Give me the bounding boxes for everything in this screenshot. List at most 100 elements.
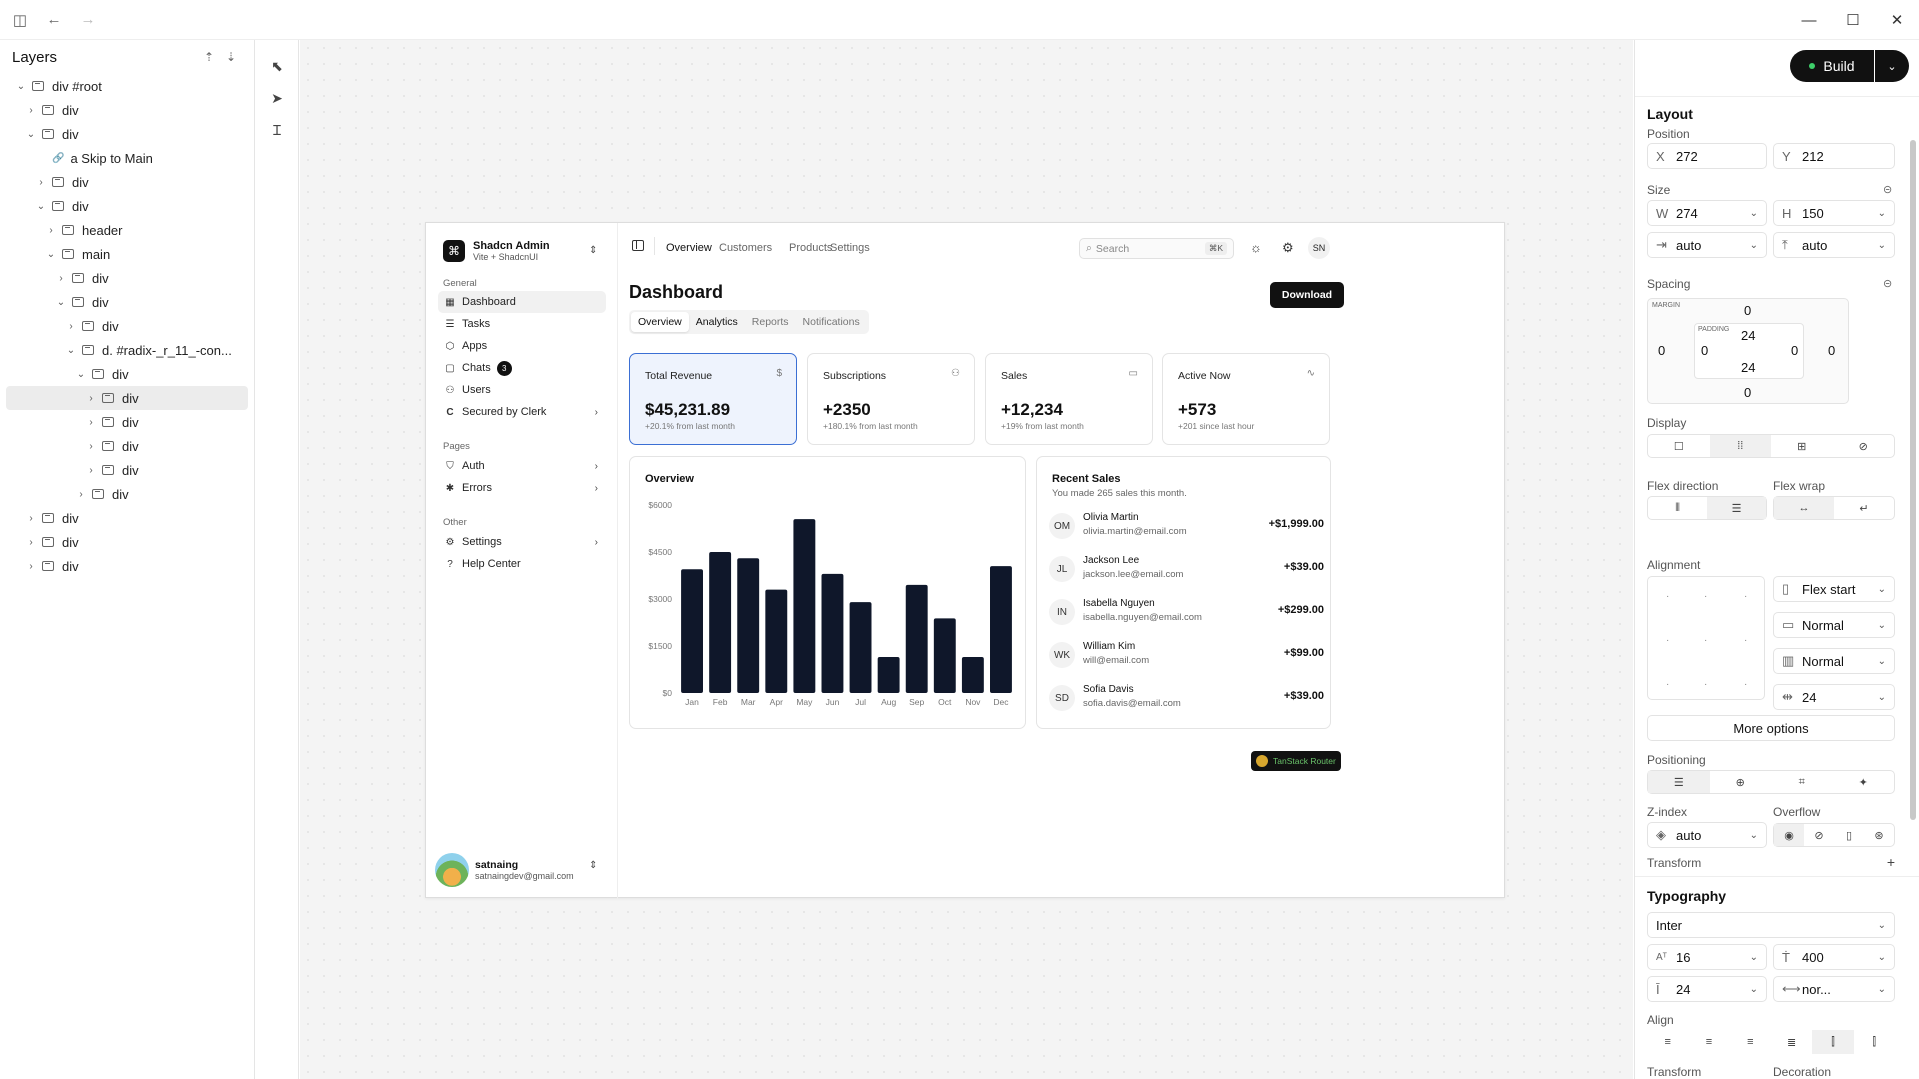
sun-icon[interactable]: ☼	[1250, 240, 1262, 255]
chevron-down-icon[interactable]: ⌄	[56, 296, 66, 308]
auto-icon[interactable]: ⊛	[1874, 829, 1884, 842]
height-field[interactable]: H 150 ⌄	[1773, 200, 1895, 226]
min-width-field[interactable]: ⇥ auto ⌄	[1647, 232, 1767, 258]
nav-chats[interactable]: ▢ Chats 3	[438, 357, 606, 379]
font-family-select[interactable]: Inter ⌄	[1647, 912, 1895, 938]
tab-overview[interactable]: Overview	[631, 312, 689, 332]
link-icon[interactable]: ⊝	[1883, 278, 1893, 290]
chevron-right-icon[interactable]: ›	[59, 272, 63, 284]
scroll-icon[interactable]: ▯	[1845, 829, 1853, 842]
y-field[interactable]: Y 212	[1773, 143, 1895, 169]
chevron-right-icon[interactable]: ›	[69, 320, 73, 332]
relative-position-icon[interactable]: ⊕	[1735, 776, 1745, 789]
margin-top[interactable]: 0	[1744, 303, 1752, 318]
margin-right[interactable]: 0	[1828, 343, 1836, 358]
alignment-grid[interactable]: · · · · · · · · ·	[1647, 576, 1765, 700]
text-cursor-tool-icon[interactable]: Ɪ	[273, 121, 281, 138]
chevron-right-icon[interactable]: ›	[89, 392, 93, 404]
layer-row[interactable]: › div	[6, 506, 248, 530]
topnav-settings[interactable]: Settings	[830, 242, 870, 254]
zindex-select[interactable]: ◈ auto ⌄	[1647, 822, 1767, 848]
layer-row[interactable]: 🔗 a Skip to Main	[6, 146, 248, 170]
align-right-icon[interactable]: ≡	[1747, 1036, 1754, 1048]
layer-row[interactable]: ⌄ div	[6, 122, 248, 146]
display-block-icon[interactable]: ☐	[1673, 440, 1684, 453]
direction-column-icon[interactable]: ☰	[1707, 497, 1766, 519]
font-weight-field[interactable]: Ṫ 400 ⌄	[1773, 944, 1895, 970]
padding-left[interactable]: 0	[1701, 343, 1709, 358]
nav-tasks[interactable]: ☰ Tasks	[438, 313, 606, 335]
wrap-icon[interactable]: ↵	[1859, 502, 1869, 515]
tab-notifications[interactable]: Notifications	[802, 316, 860, 328]
layer-row[interactable]: › div	[6, 458, 248, 482]
topnav-products[interactable]: Products	[789, 242, 833, 254]
padding-top[interactable]: 24	[1741, 328, 1756, 343]
align-justify-icon[interactable]: ≣	[1787, 1036, 1797, 1049]
profile-avatar[interactable]: SN	[1308, 237, 1330, 259]
chevron-down-icon[interactable]: ⌄	[66, 344, 76, 356]
nav-errors[interactable]: ✱ Errors ›	[438, 477, 606, 499]
layer-row[interactable]: ⌄ div	[6, 290, 248, 314]
nav-settings[interactable]: ⚙ Settings ›	[438, 531, 606, 553]
nowrap-icon[interactable]: ↔	[1774, 497, 1834, 519]
link-icon[interactable]: ⊝	[1883, 184, 1893, 196]
align-items-select[interactable]: ▭ Normal ⌄	[1773, 612, 1895, 638]
chevron-down-icon[interactable]: ⌄	[46, 248, 56, 260]
nav-users[interactable]: ⚇ Users	[438, 379, 606, 401]
min-height-field[interactable]: ⤒ auto ⌄	[1773, 232, 1895, 258]
chevron-right-icon[interactable]: ›	[49, 224, 53, 236]
add-transform-icon[interactable]: +	[1886, 854, 1895, 870]
gap-field[interactable]: ⇹ 24 ⌄	[1773, 684, 1895, 710]
forward-arrow-icon[interactable]: →	[80, 11, 96, 28]
layer-row[interactable]: › div	[6, 410, 248, 434]
card-total-revenue[interactable]: Total Revenue $ $45,231.89 +20.1% from l…	[629, 353, 797, 445]
font-size-field[interactable]: Aᵀ 16 ⌄	[1647, 944, 1767, 970]
layer-row[interactable]: ⌄ div #root	[6, 74, 248, 98]
layer-row[interactable]: › div	[6, 434, 248, 458]
card-sales[interactable]: Sales ▭ +12,234 +19% from last month	[985, 353, 1153, 445]
chevron-right-icon[interactable]: ›	[29, 560, 33, 572]
justify-select[interactable]: ▯ Flex start ⌄	[1773, 576, 1895, 602]
line-height-field[interactable]: Ī 24 ⌄	[1647, 976, 1767, 1002]
more-options-button[interactable]: More options	[1647, 715, 1895, 741]
layer-row[interactable]: › div	[6, 98, 248, 122]
pointer-tool-icon[interactable]: ➤	[271, 89, 283, 106]
maximize-icon[interactable]: ☐	[1846, 12, 1860, 29]
layer-row[interactable]: › header	[6, 218, 248, 242]
pin-icon[interactable]: ✦	[1858, 776, 1868, 789]
card-active-now[interactable]: Active Now ∿ +573 +201 since last hour	[1162, 353, 1330, 445]
chevron-right-icon[interactable]: ›	[89, 440, 93, 452]
chevron-updown-icon[interactable]: ⇕	[589, 245, 598, 256]
nav-apps[interactable]: ⬡ Apps	[438, 335, 606, 357]
nav-help[interactable]: ? Help Center	[438, 553, 606, 575]
layer-row[interactable]: › div	[6, 386, 248, 410]
tanstack-devtools-button[interactable]: TanStack Router	[1251, 751, 1341, 771]
back-arrow-icon[interactable]: ←	[46, 11, 62, 28]
build-button[interactable]: Build	[1790, 50, 1874, 82]
width-field[interactable]: W 274 ⌄	[1647, 200, 1767, 226]
padding-right[interactable]: 0	[1791, 343, 1799, 358]
chevron-down-icon[interactable]: ⌄	[1875, 50, 1909, 82]
absolute-position-icon[interactable]: ⌗	[1798, 775, 1805, 788]
gear-icon[interactable]: ⚙	[1282, 240, 1294, 255]
card-subscriptions[interactable]: Subscriptions ⚇ +2350 +180.1% from last …	[807, 353, 975, 445]
margin-bottom[interactable]: 0	[1744, 385, 1752, 400]
tab-reports[interactable]: Reports	[751, 316, 789, 328]
align-end-icon[interactable]: ⫿	[1872, 1035, 1877, 1048]
align-content-select[interactable]: ▥ Normal ⌄	[1773, 648, 1895, 674]
chevron-updown-icon[interactable]: ⇕	[589, 860, 598, 871]
select-tool-icon[interactable]: ⬉	[271, 57, 283, 74]
chevron-right-icon[interactable]: ›	[29, 104, 33, 116]
x-field[interactable]: X 272	[1647, 143, 1767, 169]
chevron-right-icon[interactable]: ›	[79, 488, 83, 500]
chevron-down-icon[interactable]: ⌄	[36, 200, 46, 212]
layer-row[interactable]: ⌄ d. #radix-_r_11_-con...	[6, 338, 248, 362]
align-center-icon[interactable]: ≡	[1705, 1036, 1713, 1048]
minimize-icon[interactable]: —	[1801, 11, 1817, 29]
expand-all-icon[interactable]: ⇣	[225, 50, 237, 64]
brand[interactable]: ⌘ Shadcn Admin Vite + ShadcnUI	[443, 240, 550, 262]
chevron-right-icon[interactable]: ›	[39, 176, 43, 188]
eye-off-icon[interactable]: ⊘	[1814, 829, 1824, 842]
padding-bottom[interactable]: 24	[1741, 360, 1756, 375]
eye-icon[interactable]: ◉	[1774, 824, 1804, 846]
